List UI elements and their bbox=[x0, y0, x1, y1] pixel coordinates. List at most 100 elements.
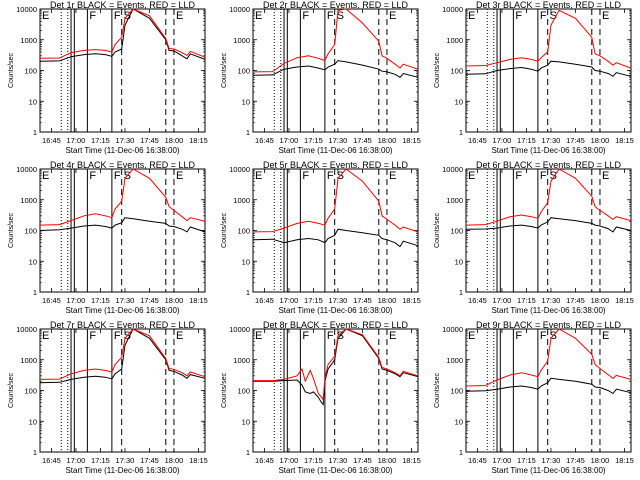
x-axis-label: Start Time (11-Dec-06 16:38:00) bbox=[491, 306, 605, 315]
x-tick-label: 17:45 bbox=[353, 136, 372, 145]
y-tick-label: 100 bbox=[237, 67, 250, 76]
series-line-lld bbox=[39, 328, 206, 380]
event-marker-label: F bbox=[327, 170, 334, 182]
y-tick-label: 10 bbox=[29, 97, 37, 106]
plot-frame bbox=[252, 328, 419, 453]
event-marker-label: F bbox=[327, 10, 334, 22]
x-tick-label: 17:15 bbox=[517, 296, 536, 305]
y-tick-label: 10000 bbox=[229, 5, 250, 14]
y-tick-label: 1 bbox=[459, 288, 463, 297]
y-tick-label: 100 bbox=[450, 227, 463, 236]
y-tick-label: 10 bbox=[242, 257, 250, 266]
event-marker-label: F bbox=[515, 330, 522, 342]
x-tick-label: 18:00 bbox=[165, 296, 184, 305]
chart-title: Det 5r BLACK = Events, RED = LLD bbox=[263, 160, 409, 170]
y-axis-label: Counts/sec bbox=[434, 372, 441, 408]
x-tick-label: 17:45 bbox=[353, 296, 372, 305]
x-tick-label: 17:15 bbox=[517, 136, 536, 145]
x-tick-label: 18:15 bbox=[615, 136, 634, 145]
x-axis-label: Start Time (11-Dec-06 16:38:00) bbox=[491, 146, 605, 155]
x-tick-label: 18:00 bbox=[165, 456, 184, 465]
x-tick-label: 18:15 bbox=[615, 456, 634, 465]
x-tick-label: 17:00 bbox=[493, 456, 512, 465]
det-chart-7: Det 7r BLACK = Events, RED = LLD 1 10 100 10… bbox=[8, 320, 208, 475]
det-chart-4: Det 4r BLACK = Events, RED = LLD 1 10 100 10… bbox=[8, 160, 208, 315]
y-axis-label: Counts/sec bbox=[434, 52, 441, 88]
x-tick-label: 18:15 bbox=[402, 296, 421, 305]
series-line-lld bbox=[39, 168, 206, 226]
det-chart-2: Det 2r BLACK = Events, RED = LLD 1 10 100 10… bbox=[221, 0, 421, 155]
x-tick-label: 18:15 bbox=[402, 136, 421, 145]
y-tick-label: 1000 bbox=[20, 356, 37, 365]
x-tick-label: 17:00 bbox=[493, 136, 512, 145]
x-tick-label: 16:45 bbox=[468, 456, 487, 465]
x-tick-label: 17:30 bbox=[116, 456, 135, 465]
x-axis-label: Start Time (11-Dec-06 16:38:00) bbox=[65, 306, 179, 315]
x-tick-label: 16:45 bbox=[255, 296, 274, 305]
y-tick-label: 10000 bbox=[442, 165, 463, 174]
x-tick-label: 16:45 bbox=[42, 456, 61, 465]
series-line-events bbox=[465, 217, 632, 233]
x-axis-label: Start Time (11-Dec-06 16:38:00) bbox=[278, 306, 392, 315]
y-tick-label: 100 bbox=[237, 227, 250, 236]
det-chart-8: Det 8r BLACK = Events, RED = LLD 1 10 100 10… bbox=[221, 320, 421, 475]
y-tick-label: 1 bbox=[246, 128, 250, 137]
y-tick-label: 10000 bbox=[442, 5, 463, 14]
x-tick-label: 18:00 bbox=[378, 296, 397, 305]
y-tick-label: 10000 bbox=[16, 325, 37, 334]
event-marker-label: F bbox=[89, 10, 96, 22]
x-tick-label: 17:00 bbox=[67, 296, 86, 305]
x-tick-label: 18:00 bbox=[165, 136, 184, 145]
y-tick-label: 10 bbox=[29, 257, 37, 266]
y-tick-label: 100 bbox=[450, 387, 463, 396]
x-tick-label: 18:15 bbox=[402, 456, 421, 465]
y-tick-label: 1000 bbox=[233, 196, 250, 205]
y-tick-label: 1 bbox=[459, 128, 463, 137]
event-marker-label: E bbox=[42, 170, 49, 182]
event-marker-label: E bbox=[255, 10, 262, 22]
x-tick-label: 17:15 bbox=[91, 456, 110, 465]
x-axis-label: Start Time (11-Dec-06 16:38:00) bbox=[491, 466, 605, 475]
chart-title: Det 4r BLACK = Events, RED = LLD bbox=[50, 160, 196, 170]
chart-title: Det 1r BLACK = Events, RED = LLD bbox=[50, 0, 196, 10]
series-line-lld bbox=[253, 328, 419, 402]
series-line-lld bbox=[465, 168, 632, 226]
det-chart-1: Det 1r BLACK = Events, RED = LLD 1 10 100 10… bbox=[8, 0, 208, 155]
event-marker-label: E bbox=[468, 330, 475, 342]
x-tick-label: 17:30 bbox=[329, 456, 348, 465]
x-tick-label: 16:45 bbox=[42, 296, 61, 305]
x-axis-label: Start Time (11-Dec-06 16:38:00) bbox=[65, 466, 179, 475]
chart-title: Det 7r BLACK = Events, RED = LLD bbox=[50, 320, 196, 330]
event-marker-label: E bbox=[602, 330, 609, 342]
x-tick-label: 17:00 bbox=[280, 456, 299, 465]
y-tick-label: 10 bbox=[455, 417, 463, 426]
x-tick-label: 17:30 bbox=[542, 136, 561, 145]
event-marker-label: F bbox=[327, 330, 334, 342]
event-marker-label: F bbox=[114, 10, 121, 22]
y-tick-label: 10 bbox=[242, 97, 250, 106]
event-marker-label: S bbox=[337, 10, 344, 22]
plot-frame bbox=[39, 8, 206, 133]
event-marker-label: F bbox=[540, 170, 547, 182]
y-tick-label: 100 bbox=[24, 387, 37, 396]
det-chart-5: Det 5r BLACK = Events, RED = LLD 1 10 100 10… bbox=[221, 160, 421, 315]
event-marker-label: F bbox=[302, 330, 309, 342]
event-marker-label: F bbox=[89, 330, 96, 342]
event-marker-label: F bbox=[540, 330, 547, 342]
series-line-events bbox=[252, 60, 419, 78]
x-tick-label: 17:00 bbox=[67, 456, 86, 465]
x-tick-label: 17:15 bbox=[91, 296, 110, 305]
x-tick-label: 17:30 bbox=[329, 136, 348, 145]
y-tick-label: 1 bbox=[33, 128, 37, 137]
x-tick-label: 17:15 bbox=[304, 296, 323, 305]
y-axis-label: Counts/sec bbox=[8, 52, 15, 88]
y-tick-label: 100 bbox=[24, 67, 37, 76]
y-tick-label: 1000 bbox=[233, 36, 250, 45]
x-tick-label: 16:45 bbox=[468, 296, 487, 305]
y-tick-label: 1 bbox=[246, 448, 250, 457]
det-chart-9: Det 9r BLACK = Events, RED = LLD 1 10 100 10… bbox=[434, 320, 634, 475]
x-tick-label: 17:45 bbox=[566, 456, 585, 465]
event-marker-label: E bbox=[42, 330, 49, 342]
event-marker-label: S bbox=[550, 10, 557, 22]
y-tick-label: 1000 bbox=[446, 356, 463, 365]
